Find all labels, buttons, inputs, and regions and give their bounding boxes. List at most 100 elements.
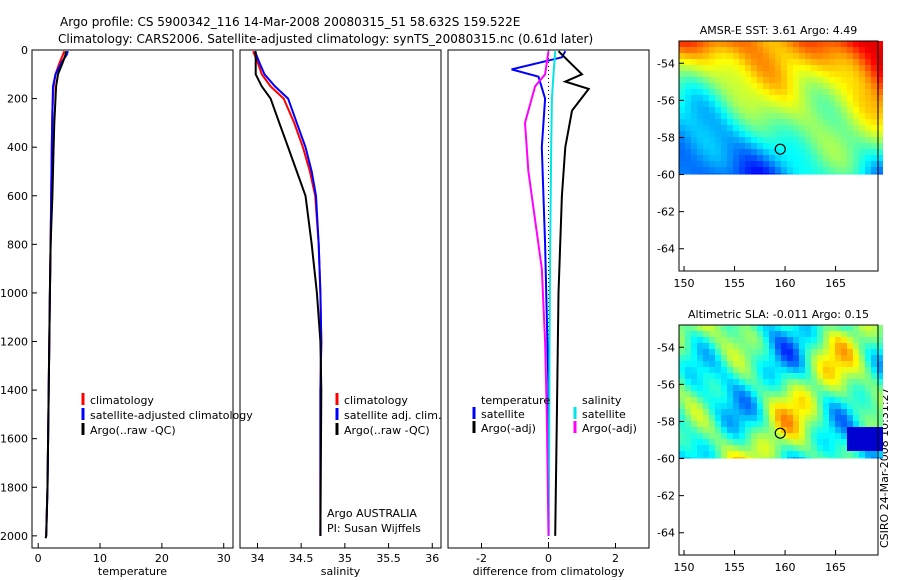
heatmap-cell (691, 77, 697, 83)
heatmap-cell (859, 343, 865, 349)
heatmap-cell (763, 403, 769, 409)
heatmap-cell (847, 439, 853, 445)
heatmap-cell (733, 391, 739, 397)
heatmap-cell (733, 439, 739, 445)
heatmap-cell (787, 409, 793, 415)
heatmap-cell (685, 433, 691, 439)
heatmap-cell (865, 445, 871, 451)
heatmap-cell (835, 71, 841, 77)
heatmap-cell (805, 427, 811, 433)
heatmap-cell (727, 337, 733, 343)
heatmap-cell (697, 47, 703, 53)
heatmap-cell (733, 101, 739, 107)
heatmap-cell (787, 367, 793, 373)
heatmap-cell (799, 421, 805, 427)
heatmap-cell (685, 397, 691, 403)
heatmap-cell (763, 337, 769, 343)
heatmap-cell (685, 173, 691, 175)
heatmap-cell (715, 149, 721, 155)
heatmap-cell (865, 433, 871, 439)
heatmap-cell (787, 427, 793, 433)
heatmap-cell (757, 385, 763, 391)
series-line-salinity-argo-adj- (523, 51, 550, 536)
heatmap-cell (799, 65, 805, 71)
heatmap-cell (847, 71, 853, 77)
heatmap-cell (817, 161, 823, 167)
heatmap-cell (763, 155, 769, 161)
heatmap-cell (859, 83, 865, 89)
heatmap-cell (685, 457, 691, 459)
heatmap-cell (805, 65, 811, 71)
heatmap-cell (793, 173, 799, 175)
heatmap-cell (727, 113, 733, 119)
heatmap-cell (865, 385, 871, 391)
y-tick-label: 400 (7, 141, 28, 154)
heatmap-cell (781, 167, 787, 173)
heatmap-cell (769, 107, 775, 113)
heatmap-cell (775, 457, 781, 459)
heatmap-cell (715, 379, 721, 385)
heatmap-cell (763, 397, 769, 403)
heatmap-cell (709, 433, 715, 439)
heatmap-cell (823, 355, 829, 361)
heatmap-cell (799, 143, 805, 149)
heatmap-cell (745, 415, 751, 421)
heatmap-cell (805, 155, 811, 161)
heatmap-cell (805, 403, 811, 409)
heatmap-cell (823, 439, 829, 445)
heatmap-cell (787, 361, 793, 367)
heatmap-cell (763, 101, 769, 107)
heatmap-cell (733, 325, 739, 331)
heatmap-cell (811, 167, 817, 173)
heatmap-cell (859, 143, 865, 149)
heatmap-cell (709, 173, 715, 175)
heatmap-cell (847, 89, 853, 95)
heatmap-cell (697, 403, 703, 409)
heatmap-cell (841, 41, 847, 47)
heatmap-cell (763, 427, 769, 433)
heatmap-cell (877, 131, 883, 137)
heatmap-cell (865, 331, 871, 337)
heatmap-cell (703, 421, 709, 427)
heatmap-cell (829, 427, 835, 433)
heatmap-cell (721, 47, 727, 53)
heatmap-cell (835, 173, 841, 175)
heatmap-cell (817, 403, 823, 409)
heatmap-cell (751, 337, 757, 343)
heatmap-cell (739, 343, 745, 349)
heatmap-cell (775, 421, 781, 427)
heatmap-cell (763, 379, 769, 385)
heatmap-cell (691, 415, 697, 421)
heatmap-cell (751, 367, 757, 373)
heatmap-cell (745, 143, 751, 149)
heatmap-cell (709, 355, 715, 361)
heatmap-cell (733, 131, 739, 137)
heatmap-cell (679, 361, 685, 367)
sst_map-axes-box (678, 40, 879, 272)
heatmap-cell (733, 433, 739, 439)
heatmap-cell (679, 433, 685, 439)
heatmap-cell (697, 421, 703, 427)
heatmap-cell (763, 89, 769, 95)
heatmap-cell (745, 83, 751, 89)
float-annotation: Argo AUSTRALIA (327, 507, 417, 520)
heatmap-cell (709, 137, 715, 143)
heatmap-cell (829, 131, 835, 137)
heatmap-cell (781, 113, 787, 119)
heatmap-cell (769, 367, 775, 373)
heatmap-cell (769, 331, 775, 337)
heatmap-cell (691, 131, 697, 137)
y-tick-label: 2000 (0, 530, 28, 543)
heatmap-cell (877, 349, 883, 355)
heatmap-cell (709, 71, 715, 77)
heatmap-cell (739, 143, 745, 149)
heatmap-cell (745, 427, 751, 433)
heatmap-cell (685, 77, 691, 83)
heatmap-cell (781, 107, 787, 113)
heatmap-cell (751, 385, 757, 391)
heatmap-cell (751, 161, 757, 167)
heatmap-cell (781, 367, 787, 373)
y-tick-label: 1600 (0, 433, 28, 446)
heatmap-cell (853, 155, 859, 161)
heatmap-cell (691, 343, 697, 349)
